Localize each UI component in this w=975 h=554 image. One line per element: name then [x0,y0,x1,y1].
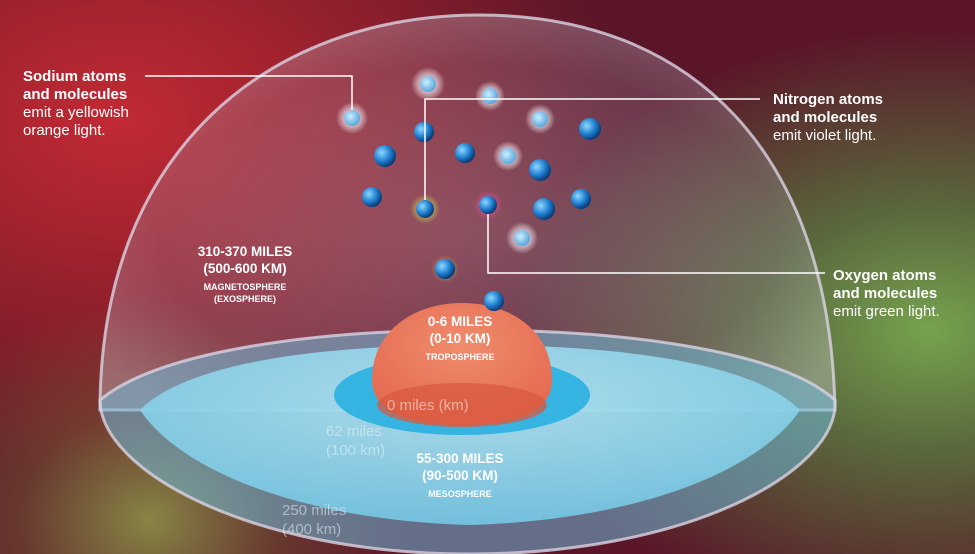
exosphere-dome [98,13,837,412]
atom [579,118,601,140]
atom [362,187,382,207]
atom [420,76,436,92]
sodium-label: Sodium atoms and molecules emit a yellow… [23,68,129,140]
atom [435,259,455,279]
mesosphere-layer [140,345,800,525]
atom [533,198,555,220]
nitrogen-title-1: Nitrogen atoms [773,91,884,108]
oxygen-title-2: and molecules [833,285,938,302]
nitrogen-label: Nitrogen atoms and molecules emit violet… [773,91,883,145]
sodium-leader [145,75,353,110]
leader-lines [145,75,825,274]
atom [344,110,360,126]
magnetosphere-label: 310-370 MILES (500-600 KM) MAGNETOSPHERE… [180,243,310,305]
atom [479,196,497,214]
troposphere-range-2: (0-10 KM) [429,331,491,346]
mesosphere-label: 55-300 MILES (90-500 KM) MESOSPHERE [395,450,525,500]
scale-mid-2: (100 km) [326,442,386,459]
magnetosphere-range-1: 310-370 MILES [197,244,293,259]
sodium-title-2: and molecules [23,86,128,103]
oxygen-label: Oxygen atoms and molecules emit green li… [833,267,940,321]
magnetosphere-range-2: (500-600 KM) [203,261,287,276]
oxygen-desc-1: emit green light. [833,303,940,320]
oxygen-title-1: Oxygen atoms [833,267,937,284]
scale-outer-1: 250 miles [282,502,347,519]
scale-mid-1: 62 miles [326,423,382,440]
troposphere-range-1: 0-6 MILES [427,314,493,329]
magnetosphere-name-1: MAGNETOSPHERE [203,282,287,292]
sodium-desc-2: orange light. [23,122,106,139]
scale-zero: 0 miles (km) [387,397,469,414]
atom [484,291,504,311]
troposphere-name: TROPOSPHERE [425,352,495,362]
troposphere-base [377,383,547,427]
mesosphere-name: MESOSPHERE [428,489,492,499]
sodium-title-1: Sodium atoms [23,68,127,85]
atom [482,88,498,104]
atom [416,200,434,218]
scale-mid: 62 miles (100 km) [326,422,385,460]
atom [571,189,591,209]
atoms [344,76,601,311]
atom [455,143,475,163]
atom [374,145,396,167]
nitrogen-title-2: and molecules [773,109,878,126]
atom [514,230,530,246]
atom [529,159,551,181]
troposphere-label: 0-6 MILES (0-10 KM) TROPOSPHERE [400,313,520,363]
scale-outer-2: (400 km) [282,521,342,538]
scale-outer: 250 miles (400 km) [282,501,346,539]
sodium-desc-1: emit a yellowish [23,104,129,121]
oxygen-leader [487,214,825,274]
nitrogen-desc-1: emit violet light. [773,127,877,144]
magnetosphere-name-2: (EXOSPHERE) [213,294,276,304]
mesosphere-range-2: (90-500 KM) [422,468,498,483]
atom [414,122,434,142]
mesosphere-range-1: 55-300 MILES [416,451,504,466]
atom [500,148,516,164]
atom [532,111,548,127]
nitrogen-leader [424,98,760,200]
